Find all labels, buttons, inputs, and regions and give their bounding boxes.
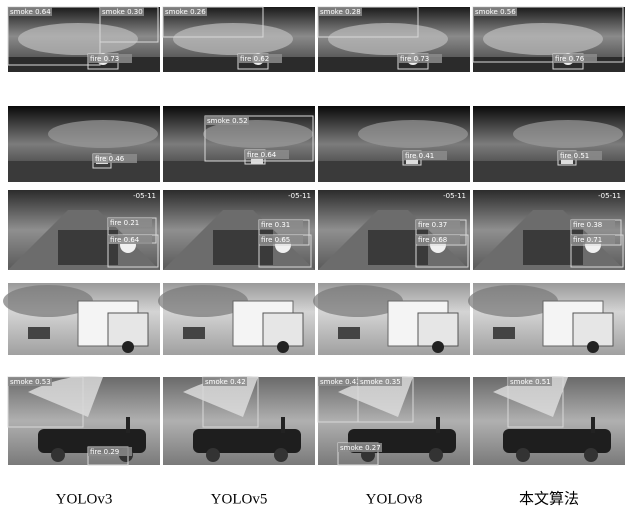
- image-cell: -05-11 fire 0.21 fire 0.64: [8, 190, 160, 270]
- scene-shape: [281, 417, 285, 433]
- column-label: 本文算法: [519, 489, 579, 507]
- timestamp: -05-11: [598, 192, 621, 200]
- timestamp: -05-11: [443, 192, 466, 200]
- scene-shape: [48, 120, 158, 148]
- scene-shape: [318, 57, 470, 72]
- image-cell: smoke 0.28 fire 0.73: [318, 7, 470, 72]
- detection-label: fire 0.73: [400, 55, 429, 63]
- timestamp: -05-11: [288, 192, 311, 200]
- detection-label: smoke 0.26: [165, 8, 206, 16]
- column-label: YOLOv3: [56, 491, 113, 507]
- image-cell: smoke 0.53 fire 0.29: [8, 376, 160, 465]
- detection-label: smoke 0.42: [205, 378, 246, 386]
- column-label: YOLOv5: [211, 491, 268, 507]
- detection-label: fire 0.29: [90, 448, 119, 456]
- scene-shape: [493, 327, 515, 339]
- image-cell: [468, 283, 625, 355]
- detection-label: fire 0.73: [90, 55, 119, 63]
- image-cell: [158, 283, 315, 355]
- detection-label: fire 0.37: [418, 221, 447, 229]
- scene-shape: [338, 327, 360, 339]
- image-cell: smoke 0.26 fire 0.62: [163, 7, 315, 72]
- detection-label: fire 0.76: [555, 55, 585, 63]
- column-label: YOLOv8: [366, 491, 423, 507]
- image-cell: fire 0.41: [318, 106, 470, 182]
- image-cell: [3, 283, 160, 355]
- scene-shape: [473, 161, 625, 182]
- scene-shape: [51, 448, 65, 462]
- detection-label: smoke 0.51: [510, 378, 551, 386]
- detection-label: fire 0.38: [573, 221, 602, 229]
- image-cell: smoke 0.56 fire 0.76: [473, 7, 625, 72]
- image-cell: smoke 0.51: [473, 376, 625, 465]
- image-cell: -05-11 fire 0.37 fire 0.68: [318, 190, 470, 270]
- detection-label: fire 0.71: [573, 236, 602, 244]
- detection-label: smoke 0.42: [320, 378, 361, 386]
- detection-label: fire 0.46: [95, 155, 125, 163]
- scene-shape: [516, 448, 530, 462]
- detection-label: fire 0.41: [405, 152, 434, 160]
- scene-shape: [318, 161, 470, 182]
- scene-shape: [328, 23, 448, 55]
- figure: smoke 0.64 smoke 0.30 fire 0.73 smoke 0.26 f…: [0, 0, 633, 517]
- detection-label: smoke 0.28: [320, 8, 361, 16]
- scene-shape: [18, 23, 138, 55]
- scene-shape: [206, 448, 220, 462]
- image-cell: smoke 0.42: [163, 376, 315, 465]
- image-cell: fire 0.51: [473, 106, 625, 182]
- detection-label: fire 0.64: [110, 236, 140, 244]
- detection-label: smoke 0.64: [10, 8, 51, 16]
- scene-shape: [432, 341, 444, 353]
- scene-shape: [483, 23, 603, 55]
- detection-label: fire 0.65: [261, 236, 290, 244]
- scene-shape: [274, 448, 288, 462]
- scene-shape: [358, 120, 468, 148]
- scene-shape: [513, 120, 623, 148]
- detection-label: fire 0.51: [560, 152, 589, 160]
- scene-shape: [183, 327, 205, 339]
- detection-label: smoke 0.56: [475, 8, 516, 16]
- detection-label: smoke 0.35: [360, 378, 401, 386]
- detection-label: fire 0.68: [418, 236, 447, 244]
- detection-label: smoke 0.53: [10, 378, 51, 386]
- detection-label: fire 0.21: [110, 219, 139, 227]
- image-cell: -05-11 fire 0.38 fire 0.71: [473, 190, 625, 270]
- detection-label: smoke 0.52: [207, 117, 248, 125]
- scene-shape: [173, 23, 293, 55]
- image-cell: [313, 283, 470, 355]
- scene-shape: [436, 417, 440, 433]
- scene-shape: [429, 448, 443, 462]
- detection-label: smoke 0.27: [340, 444, 381, 452]
- scene-shape: [584, 448, 598, 462]
- detection-label: smoke 0.30: [102, 8, 143, 16]
- scene-shape: [591, 417, 595, 433]
- scene-shape: [277, 341, 289, 353]
- image-cell: fire 0.46: [8, 106, 160, 182]
- scene-shape: [28, 327, 50, 339]
- detection-label: fire 0.62: [240, 55, 269, 63]
- scene-shape: [8, 161, 160, 182]
- scene-shape: [126, 417, 130, 433]
- image-cell: smoke 0.52 fire 0.64: [163, 106, 315, 182]
- timestamp: -05-11: [133, 192, 156, 200]
- scene-shape: [587, 341, 599, 353]
- image-cell: smoke 0.64 smoke 0.30 fire 0.73: [8, 7, 160, 72]
- scene-shape: [473, 57, 625, 72]
- image-cell: -05-11 fire 0.31 fire 0.65: [163, 190, 315, 270]
- scene-shape: [122, 341, 134, 353]
- detection-label: fire 0.64: [247, 151, 277, 159]
- scene-shape: [163, 161, 315, 182]
- detection-label: fire 0.31: [261, 221, 290, 229]
